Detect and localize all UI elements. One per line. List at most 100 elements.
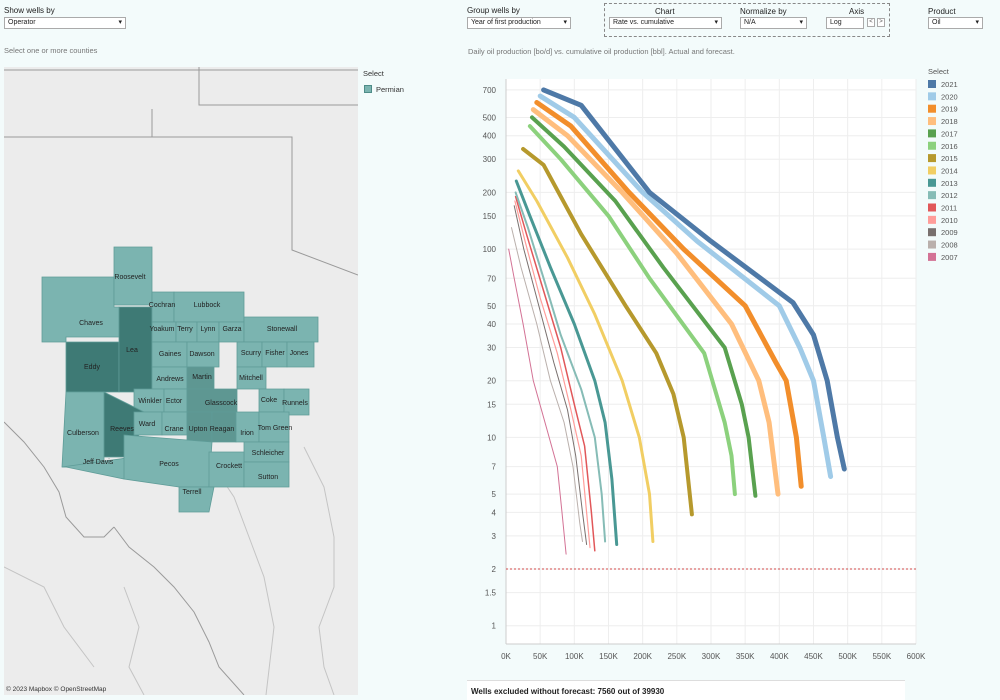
product-label: Product (928, 7, 956, 16)
legend-label-2007[interactable]: 2007 (941, 253, 958, 262)
county-stonewall[interactable] (243, 316, 319, 343)
chart-legend-title: Select (928, 67, 950, 76)
legend-swatch-2012[interactable] (928, 191, 936, 200)
county-label-roosevelt: Roosevelt (114, 274, 145, 281)
legend-swatch-2021[interactable] (928, 80, 936, 88)
y-tick-label: 30 (487, 344, 496, 353)
legend-swatch-2017[interactable] (928, 129, 936, 138)
rate-vs-cumulative-chart[interactable]: 0K 50K 100K 150K 200K 250K 300K 350K 400K 450K 500… (466, 64, 996, 678)
county-chaves[interactable] (41, 276, 120, 343)
series-line-2019[interactable] (534, 100, 804, 489)
legend-swatch-2014[interactable] (928, 166, 936, 175)
series-line-2017[interactable] (530, 115, 758, 498)
series-line-2021[interactable] (541, 87, 847, 472)
legend-swatch-2018[interactable] (928, 117, 936, 126)
series-line-2018[interactable] (530, 107, 781, 497)
legend-label-2015[interactable]: 2015 (941, 154, 958, 163)
county-label-gaines: Gaines (159, 351, 182, 358)
series-line-2015[interactable] (521, 147, 694, 517)
footer-bar: Wells excluded without forecast: 7560 ou… (467, 680, 905, 700)
y-tick-label: 70 (487, 274, 496, 283)
y-tick-label: 2 (492, 565, 497, 574)
series-line-2020[interactable] (537, 93, 834, 479)
axis-value: Log (830, 19, 842, 26)
legend-label-2013[interactable]: 2013 (941, 179, 958, 188)
legend-swatch-2011[interactable] (928, 203, 936, 212)
legend-label-2020[interactable]: 2020 (941, 92, 958, 101)
x-tick-label: 350K (736, 652, 755, 661)
chart-title: Daily oil production [bo/d] vs. cumulati… (468, 47, 735, 56)
county-label-winkler: Winkler (138, 398, 162, 405)
axis-select[interactable]: Log (826, 17, 864, 29)
legend-label-2014[interactable]: 2014 (941, 166, 958, 175)
legend-swatch-2019[interactable] (928, 104, 936, 113)
y-tick-label: 500 (483, 113, 497, 122)
y-tick-label: 40 (487, 320, 496, 329)
legend-swatch-2007[interactable] (928, 252, 936, 261)
chart-options-panel (604, 3, 890, 37)
county-label-pecos: Pecos (159, 461, 179, 468)
x-tick-label: 100K (565, 652, 584, 661)
legend-swatch-2008[interactable] (928, 240, 936, 249)
series-line-2010[interactable] (514, 200, 591, 549)
county-irion[interactable] (235, 411, 260, 443)
legend-label-2010[interactable]: 2010 (941, 216, 958, 225)
county-label-jeff-davis: Jeff Davis (83, 459, 114, 466)
county-label-garza: Garza (222, 326, 241, 333)
x-tick-label: 200K (633, 652, 652, 661)
county-label-coke: Coke (261, 397, 277, 404)
legend-swatch-2010[interactable] (928, 215, 936, 224)
legend-label-2016[interactable]: 2016 (941, 142, 958, 151)
chart-value: Rate vs. cumulative (613, 19, 675, 26)
county-label-lynn: Lynn (201, 326, 216, 333)
product-select[interactable]: Oil ▾ (928, 17, 983, 29)
x-tick-label: 450K (804, 652, 823, 661)
x-tick-label: 50K (533, 652, 548, 661)
map-attribution: © 2023 Mapbox © OpenStreetMap (6, 686, 107, 693)
group-wells-by-value: Year of first production (471, 19, 541, 26)
show-wells-by-select[interactable]: Operator ▾ (4, 17, 126, 29)
county-label-terrell: Terrell (182, 489, 202, 496)
x-tick-label: 600K (907, 652, 926, 661)
legend-swatch-2016[interactable] (928, 141, 936, 150)
series-line-2009[interactable] (513, 205, 588, 545)
county-dawson[interactable] (186, 341, 220, 368)
legend-swatch-2013[interactable] (928, 178, 936, 187)
chart-select[interactable]: Rate vs. cumulative ▾ (609, 17, 722, 29)
y-tick-label: 5 (492, 490, 497, 499)
county-runnels[interactable] (283, 388, 310, 416)
x-tick-label: 150K (599, 652, 618, 661)
series-line-2014[interactable] (516, 169, 655, 543)
map-legend-item-permian[interactable]: Permian (364, 83, 404, 95)
legend-swatch-2015[interactable] (928, 154, 936, 163)
legend-label-2017[interactable]: 2017 (941, 129, 958, 138)
axis-prev-button[interactable]: < (867, 18, 875, 27)
group-wells-by-label: Group wells by (467, 6, 520, 15)
series-line-2012[interactable] (514, 191, 607, 543)
county-sutton[interactable] (243, 461, 290, 488)
county-map[interactable]: Roosevelt Chaves Lea Eddy Cochran Lubbock Yoak… (4, 67, 358, 695)
legend-label-2008[interactable]: 2008 (941, 241, 958, 250)
y-tick-label: 15 (487, 400, 496, 409)
legend-label-2019[interactable]: 2019 (941, 105, 958, 114)
legend-label-2011[interactable]: 2011 (941, 204, 957, 213)
series-line-2007[interactable] (508, 248, 567, 555)
series-line-2016[interactable] (527, 124, 737, 497)
legend-swatch-2020[interactable] (928, 92, 936, 101)
legend-label-2018[interactable]: 2018 (941, 117, 958, 126)
legend-label-2012[interactable]: 2012 (941, 191, 958, 200)
normalize-by-select[interactable]: N/A ▾ (740, 17, 807, 29)
legend-label-2009[interactable]: 2009 (941, 228, 958, 237)
county-label-lubbock: Lubbock (194, 302, 221, 309)
series-line-2011[interactable] (514, 195, 596, 552)
chevron-down-icon: ▾ (714, 19, 718, 26)
legend-label-2021[interactable]: 2021 (941, 80, 958, 89)
series-line-2008[interactable] (511, 227, 583, 542)
series-line-2013[interactable] (514, 179, 619, 546)
county-terrell[interactable] (178, 486, 215, 513)
y-tick-label: 20 (487, 377, 496, 386)
legend-swatch-2009[interactable] (928, 228, 936, 237)
group-wells-by-select[interactable]: Year of first production ▾ (467, 17, 571, 29)
axis-next-button[interactable]: > (877, 18, 885, 27)
county-jones[interactable] (286, 341, 315, 368)
